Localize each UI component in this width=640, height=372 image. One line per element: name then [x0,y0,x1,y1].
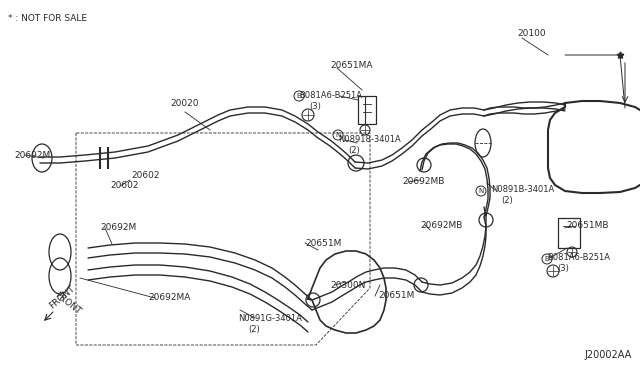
Text: 20692M: 20692M [100,224,136,232]
Bar [558,218,580,248]
Text: 20020: 20020 [171,99,199,108]
Text: 20692MA: 20692MA [148,294,190,302]
Text: N: N [335,132,340,138]
Text: 20692MB: 20692MB [402,177,444,186]
Text: B081A6-B251A: B081A6-B251A [547,253,610,262]
Text: 20651MA: 20651MA [330,61,372,70]
Text: (3): (3) [557,264,569,273]
Text: (3): (3) [309,102,321,111]
Text: B081A6-B251A: B081A6-B251A [299,91,362,100]
Text: N0891G-3401A: N0891G-3401A [238,314,302,323]
Text: * : NOT FOR SALE: * : NOT FOR SALE [8,14,87,23]
Text: FRONT: FRONT [53,290,83,316]
Text: (2): (2) [248,325,260,334]
Text: 20300N: 20300N [330,280,365,289]
Text: 20651MB: 20651MB [566,221,609,231]
Text: 20651M: 20651M [378,292,414,301]
Text: 20100: 20100 [517,29,546,38]
Text: 20602: 20602 [110,182,138,190]
Text: FRONT: FRONT [47,284,77,310]
Text: N08918-3401A: N08918-3401A [338,135,401,144]
Text: N0891B-3401A: N0891B-3401A [491,185,554,194]
Text: (2): (2) [501,196,513,205]
Text: 20692M: 20692M [14,151,51,160]
Text: 20692MB: 20692MB [420,221,462,230]
Text: N: N [478,188,484,194]
Text: 20651M: 20651M [305,238,341,247]
Text: 20602: 20602 [131,171,159,180]
Text: J20002AA: J20002AA [585,350,632,360]
Text: B: B [296,93,301,99]
Bar [358,96,376,124]
Text: B: B [545,256,549,262]
Text: (2): (2) [348,146,360,155]
